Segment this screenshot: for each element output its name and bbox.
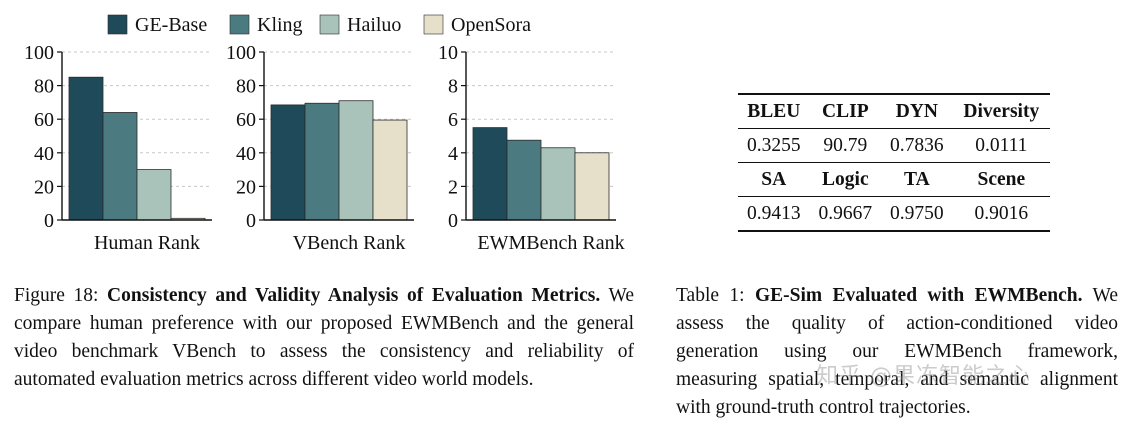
bar-ge-base — [472, 127, 508, 221]
legend-label: Kling — [257, 14, 303, 36]
bar-opensora — [574, 152, 610, 221]
y-tick-label: 40 — [34, 143, 54, 165]
y-tick-label: 8 — [448, 76, 458, 98]
figure-caption-title: Consistency and Validity Analysis of Eva… — [107, 285, 601, 306]
y-tick-label: 60 — [34, 109, 54, 131]
table-cell: 90.79 — [809, 128, 882, 163]
table-header-cell: Scene — [952, 162, 1050, 197]
y-tick-label: 10 — [438, 42, 458, 64]
chart-legend: GE-Base Kling Hailuo OpenSora — [107, 14, 531, 36]
y-tick-label: 6 — [448, 109, 458, 131]
x-axis-label: Human Rank — [94, 232, 200, 254]
table-header-cell: SA — [738, 162, 810, 197]
y-tick-label: 80 — [34, 76, 54, 98]
y-tick-label: 100 — [226, 42, 256, 64]
table-cell: 0.7836 — [881, 128, 953, 163]
figure-caption: Figure 18: Consistency and Validity Anal… — [14, 282, 634, 394]
x-axis-label: VBench Rank — [293, 232, 406, 254]
table-cell: 0.9667 — [818, 202, 873, 224]
y-tick-label: 100 — [24, 42, 54, 64]
bar-kling — [304, 102, 340, 221]
y-tick-label: 60 — [236, 109, 256, 131]
chart-panel-1: 0 20 40 60 80 100 Human Rank — [24, 42, 212, 254]
legend-swatch — [319, 14, 340, 35]
bar-hailuo — [338, 100, 374, 221]
metrics-table: BLEU CLIP DYN Diversity 0.3255 90.79 0.7… — [738, 93, 1050, 232]
table-header-cell: DYN — [881, 94, 953, 129]
y-tick-label: 0 — [246, 210, 256, 232]
y-tick-label: 4 — [448, 143, 458, 165]
legend-label: GE-Base — [135, 14, 207, 36]
legend-label: Hailuo — [347, 14, 401, 36]
bar-hailuo — [136, 169, 172, 221]
table-cell: 0.9750 — [890, 202, 944, 224]
table-cell: 0.9413 — [746, 202, 801, 224]
table-cell: 0.0111 — [952, 128, 1050, 163]
y-tick-label: 2 — [448, 176, 458, 198]
bar-kling — [506, 139, 542, 221]
chart-panel-3: 0 2 4 6 8 10 EWMBench Rank — [438, 42, 625, 254]
table-row-1: 0.3255 90.79 0.7836 0.0111 — [738, 128, 1050, 163]
bar-ge-base — [68, 76, 104, 221]
table-caption-title: GE-Sim Evaluated with EWMBench. — [754, 285, 1083, 306]
chart-panel-2: 0 20 40 60 80 100 VBench Rank — [226, 42, 414, 254]
legend-swatch — [107, 14, 128, 35]
table-header-cell: TA — [881, 162, 953, 197]
y-tick-label: 0 — [44, 210, 54, 232]
table-cell: 0.9016 — [974, 202, 1029, 224]
y-tick-label: 20 — [236, 176, 256, 198]
table-header-row-1: BLEU CLIP DYN Diversity — [738, 94, 1050, 129]
table-header-cell: BLEU — [738, 94, 810, 129]
table-header-cell: CLIP — [809, 94, 882, 129]
bar-hailuo — [540, 147, 576, 221]
table-header-row-2: SA Logic TA Scene — [738, 162, 1050, 197]
bar-opensora — [372, 119, 408, 221]
table-caption-text: We assess the quality of action-conditio… — [676, 285, 1118, 418]
table-row-2: 0.9413 0.9667 0.9750 0.9016 — [738, 197, 1050, 232]
legend-swatch — [229, 14, 250, 35]
table-header-cell: Diversity — [952, 94, 1050, 129]
y-tick-label: 0 — [448, 210, 458, 232]
figure-caption-label: Figure 18: — [14, 285, 108, 306]
y-tick-label: 40 — [236, 143, 256, 165]
legend-label: OpenSora — [451, 14, 531, 36]
bar-kling — [102, 112, 138, 221]
y-tick-label: 80 — [236, 76, 256, 98]
x-axis-label: EWMBench Rank — [477, 232, 624, 254]
table-header-cell: Logic — [809, 162, 882, 197]
legend-swatch — [423, 14, 444, 35]
table-caption-label: Table 1: — [676, 285, 755, 306]
table-caption: Table 1: GE-Sim Evaluated with EWMBench.… — [676, 282, 1118, 422]
bar-ge-base — [270, 104, 306, 221]
y-tick-label: 20 — [34, 176, 54, 198]
bar-chart-figure: GE-Base Kling Hailuo OpenSora020406080100Hu… — [24, 14, 625, 254]
table-cell: 0.3255 — [738, 128, 810, 163]
figure-caption-text: We compare human preference with our pro… — [14, 285, 634, 390]
